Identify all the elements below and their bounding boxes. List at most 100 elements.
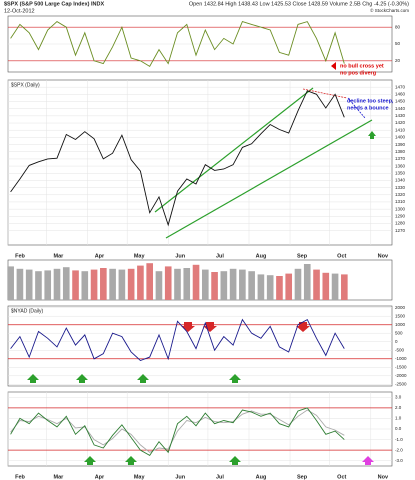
volume-bar bbox=[220, 271, 228, 300]
y-tick-label: 1500 bbox=[395, 313, 406, 318]
trend-line bbox=[302, 88, 348, 99]
volume-bar bbox=[118, 269, 126, 300]
x-tick-label: Sep bbox=[297, 253, 308, 259]
volume-bar bbox=[90, 269, 98, 300]
y-tick-label: -2000 bbox=[395, 373, 407, 378]
x-tick-label: Jul bbox=[216, 253, 224, 259]
y-tick-label: 50 bbox=[395, 41, 401, 46]
y-tick-label: 0.0 bbox=[395, 426, 402, 431]
volume-bar bbox=[7, 266, 14, 300]
x-tick-label: Aug bbox=[256, 474, 267, 480]
y-tick-label: -500 bbox=[395, 347, 405, 352]
series-line bbox=[10, 409, 345, 453]
x-tick-label: May bbox=[134, 253, 146, 259]
annotation: no bull cross yet bbox=[340, 63, 384, 69]
x-tick-label: Oct bbox=[337, 474, 346, 480]
series-line bbox=[10, 318, 345, 362]
y-tick-label: 1390 bbox=[395, 142, 406, 147]
y-tick-label: 20 bbox=[395, 58, 401, 63]
y-tick-label: 2.0 bbox=[395, 405, 402, 410]
header-quote: Open 1432.84 High 1438.43 Low 1425.53 Cl… bbox=[189, 1, 409, 7]
volume-bar bbox=[53, 268, 61, 300]
y-tick-label: 1290 bbox=[395, 213, 406, 218]
y-tick-label: 1420 bbox=[395, 120, 406, 125]
volume-bar bbox=[276, 276, 283, 300]
volume-bar bbox=[266, 275, 274, 300]
volume-bar bbox=[35, 271, 42, 300]
y-tick-label: 1340 bbox=[395, 178, 406, 183]
volume-bar bbox=[62, 267, 70, 300]
volume-bar bbox=[183, 268, 191, 300]
y-tick-label: 1300 bbox=[395, 206, 406, 211]
x-tick-label: Oct bbox=[337, 253, 346, 259]
volume-bar bbox=[100, 268, 107, 300]
panel-title: $SPX (Daily) bbox=[11, 82, 40, 88]
volume-bar bbox=[239, 269, 246, 300]
y-tick-label: 1400 bbox=[395, 135, 406, 140]
arrows-up bbox=[27, 374, 241, 465]
x-tick-label: May bbox=[134, 474, 146, 480]
y-tick-label: 1000 bbox=[395, 322, 406, 327]
y-tick-label: 1440 bbox=[395, 106, 406, 111]
channel-line bbox=[154, 87, 314, 213]
series-line bbox=[10, 90, 345, 227]
volume-bar bbox=[81, 271, 89, 300]
y-tick-label: 1450 bbox=[395, 99, 406, 104]
volume-bar bbox=[137, 265, 144, 300]
y-tick-label: 1280 bbox=[395, 221, 406, 226]
y-tick-label: -2500 bbox=[395, 381, 407, 386]
y-tick-label: -3.0 bbox=[395, 458, 403, 463]
y-tick-label: -1000 bbox=[395, 356, 407, 361]
volume-bar bbox=[248, 271, 255, 300]
y-tick-label: 1350 bbox=[395, 170, 406, 175]
x-tick-label: Nov bbox=[378, 474, 389, 480]
arrow-up bbox=[362, 456, 374, 465]
x-tick-label: Mar bbox=[54, 474, 65, 480]
y-tick-label: 3.0 bbox=[395, 394, 402, 399]
y-tick-label: -1.0 bbox=[395, 437, 403, 442]
annotation: decline too steep, bbox=[347, 98, 394, 104]
volume-bar bbox=[127, 268, 135, 300]
volume-bar bbox=[146, 263, 153, 300]
y-tick-label: 1320 bbox=[395, 192, 406, 197]
trend-line bbox=[347, 97, 366, 119]
y-tick-label: 1310 bbox=[395, 199, 406, 204]
y-tick-label: 1360 bbox=[395, 163, 406, 168]
volume-bar bbox=[313, 269, 320, 300]
panel bbox=[7, 305, 393, 387]
y-tick-label: 2000 bbox=[395, 305, 406, 310]
y-tick-label: -2.0 bbox=[395, 447, 403, 452]
volume-bar bbox=[16, 268, 24, 300]
volume-bar bbox=[174, 268, 181, 300]
volume-bar bbox=[201, 269, 209, 300]
header-title: $SPX (S&P 500 Large Cap Index) INDX bbox=[4, 1, 104, 7]
y-tick-label: 1330 bbox=[395, 185, 406, 190]
volume-bar bbox=[192, 264, 200, 300]
panel bbox=[7, 79, 393, 246]
x-tick-label: Apr bbox=[95, 474, 105, 480]
x-tick-label: Aug bbox=[256, 253, 267, 259]
header-date: 12-Oct-2012 bbox=[4, 8, 35, 14]
x-tick-label: Jun bbox=[175, 253, 185, 259]
y-tick-label: 1370 bbox=[395, 156, 406, 161]
x-tick-label: Jul bbox=[216, 474, 224, 480]
arrow-left bbox=[331, 62, 336, 70]
volume-bar bbox=[285, 273, 293, 300]
volume-bar bbox=[341, 274, 348, 300]
volume-bar bbox=[72, 270, 79, 300]
annotation: needs a bounce bbox=[347, 105, 389, 111]
volume-bar bbox=[322, 272, 330, 300]
x-tick-label: Sep bbox=[297, 474, 308, 480]
x-tick-label: Apr bbox=[95, 253, 105, 259]
series-line bbox=[10, 407, 345, 456]
y-tick-label: 1470 bbox=[395, 84, 406, 89]
volume-bar bbox=[303, 264, 311, 300]
y-tick-label: -1500 bbox=[395, 364, 407, 369]
x-tick-label: Mar bbox=[54, 253, 65, 259]
annotation: no pos diverg bbox=[340, 70, 376, 76]
volume-bar bbox=[294, 268, 302, 300]
volume-bar bbox=[211, 272, 218, 300]
volume-bar bbox=[44, 270, 52, 300]
volume-bar bbox=[331, 273, 339, 300]
y-tick-label: 1380 bbox=[395, 149, 406, 154]
